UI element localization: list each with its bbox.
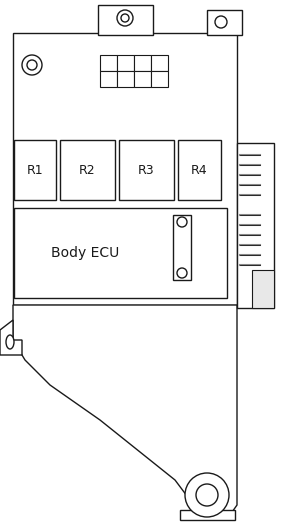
Bar [178, 140, 221, 200]
Circle shape [215, 16, 227, 28]
Bar [119, 140, 174, 200]
Circle shape [177, 217, 187, 227]
Bar [117, 71, 134, 87]
Bar [252, 270, 274, 308]
Circle shape [121, 14, 129, 22]
Bar [207, 10, 242, 35]
Text: R1: R1 [27, 164, 43, 176]
Text: R3: R3 [138, 164, 155, 176]
Bar [14, 140, 56, 200]
Bar [13, 33, 237, 305]
Polygon shape [180, 510, 235, 520]
Bar [117, 55, 134, 71]
Bar [98, 5, 153, 35]
Ellipse shape [6, 335, 14, 349]
Circle shape [185, 473, 229, 517]
Bar [100, 55, 117, 71]
Bar [100, 71, 117, 87]
Bar [151, 55, 168, 71]
Polygon shape [0, 320, 22, 355]
Circle shape [177, 268, 187, 278]
Bar [134, 55, 151, 71]
Bar [134, 71, 151, 87]
Bar [14, 208, 227, 298]
Circle shape [22, 55, 42, 75]
Circle shape [117, 10, 133, 26]
Bar [151, 71, 168, 87]
Text: R2: R2 [79, 164, 96, 176]
Bar [60, 140, 115, 200]
Text: R4: R4 [191, 164, 208, 176]
Bar [237, 143, 274, 308]
Text: Body ECU: Body ECU [51, 246, 119, 260]
Polygon shape [13, 305, 237, 515]
Circle shape [196, 484, 218, 506]
Bar [173, 215, 191, 280]
Circle shape [27, 60, 37, 70]
